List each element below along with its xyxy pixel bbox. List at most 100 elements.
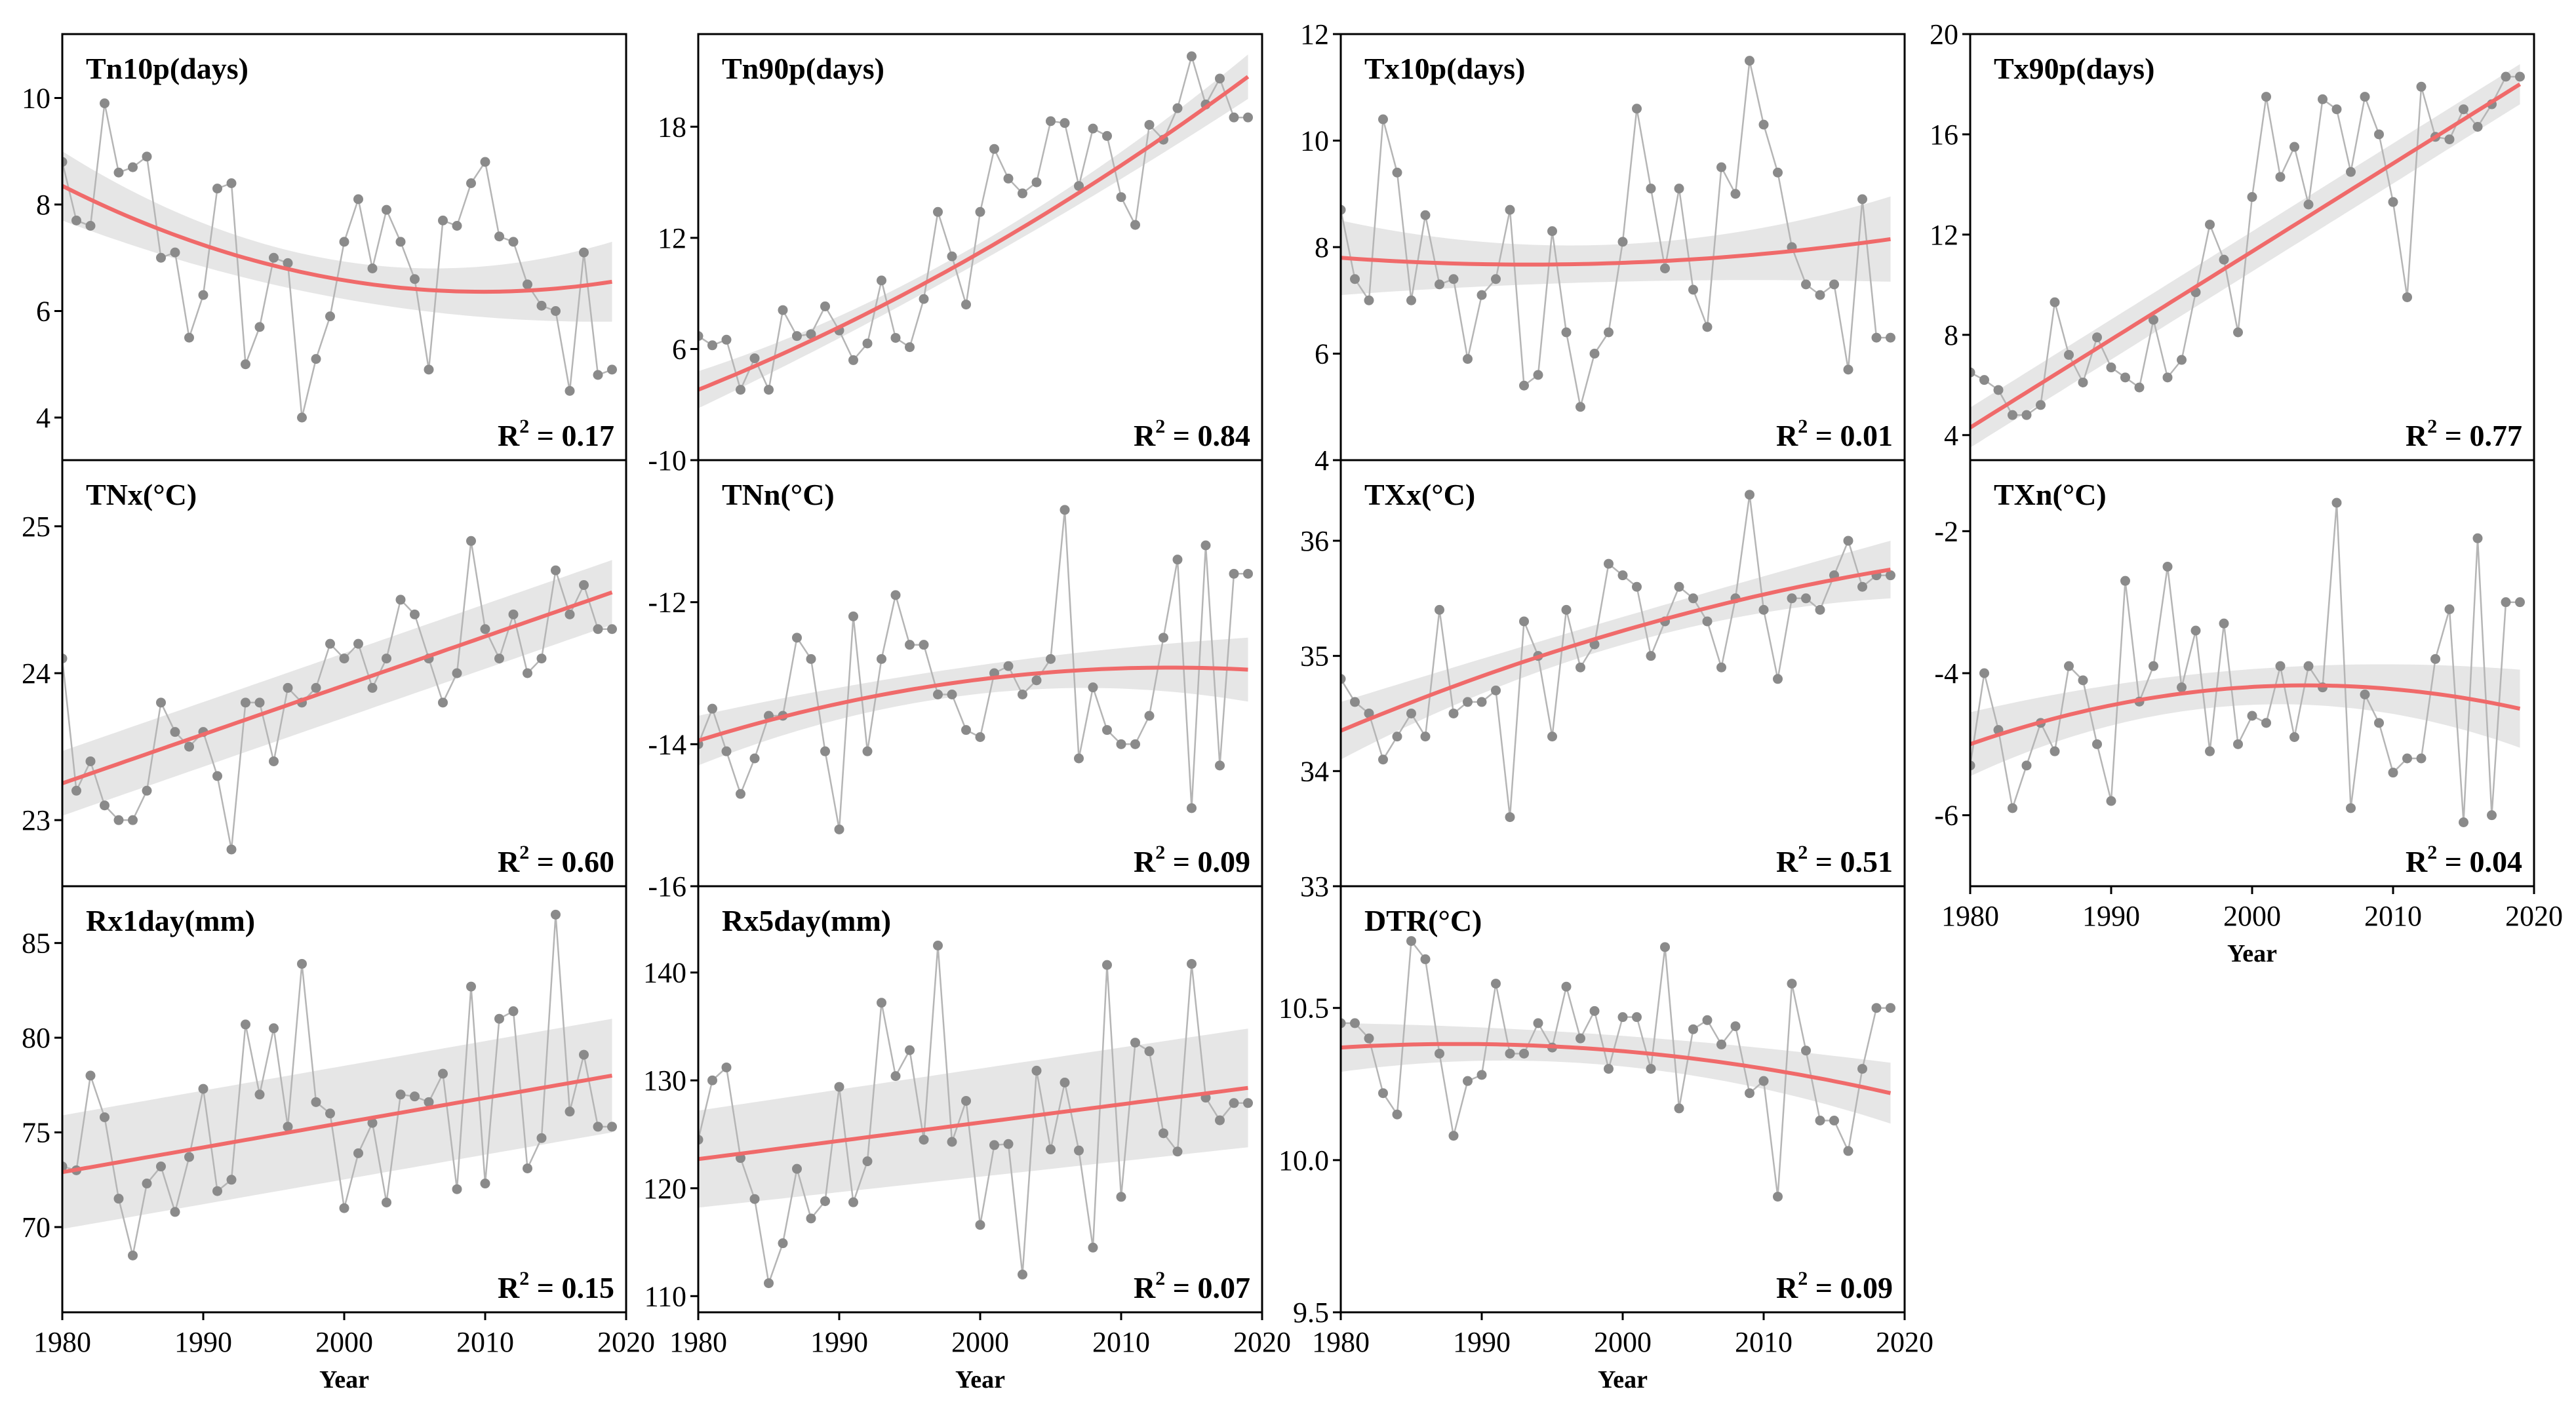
plot-area <box>1970 64 2525 448</box>
data-point <box>1589 1006 1600 1016</box>
data-point <box>353 194 363 205</box>
data-point <box>1617 237 1628 247</box>
data-point <box>1547 732 1557 742</box>
data-point <box>792 633 802 643</box>
data-point <box>452 221 462 231</box>
data-point <box>128 815 138 825</box>
x-axis-label: Year <box>319 1366 369 1394</box>
r2-label: R2 = 0.04 <box>2406 842 2522 878</box>
confidence-band <box>1341 196 1891 296</box>
x-tick-label: 2000 <box>1594 1326 1652 1358</box>
data-point <box>480 1179 490 1189</box>
trend-line <box>1970 82 2522 429</box>
data-point <box>1060 118 1070 128</box>
trend-line <box>1341 567 1892 733</box>
data-point <box>593 370 603 380</box>
data-point <box>452 1184 462 1194</box>
data-point <box>2050 746 2060 756</box>
data-point <box>2289 142 2299 152</box>
confidence-band <box>1341 1023 1891 1124</box>
trend-line <box>62 1073 613 1175</box>
data-point <box>1364 295 1374 305</box>
data-point <box>1716 1039 1726 1049</box>
data-point <box>85 1070 96 1081</box>
data-point <box>1074 181 1084 191</box>
data-point <box>862 1156 873 1167</box>
data-point <box>1787 593 1797 604</box>
data-point <box>85 756 96 766</box>
x-axis-label: Year <box>1598 1366 1648 1394</box>
data-point <box>367 264 378 273</box>
data-point <box>494 654 504 664</box>
data-point <box>721 334 732 345</box>
panel-rx1day: 70 75 80 85 Rx1day(mm) R2 = 0.15 1980 1990 2000 2… <box>22 885 655 1394</box>
data-point <box>2078 377 2088 387</box>
y-tick-label: 85 <box>22 928 50 960</box>
data-point <box>1674 1103 1684 1114</box>
data-point <box>283 258 293 268</box>
data-point <box>113 1194 124 1204</box>
data-point <box>2360 690 2370 699</box>
y-tick-label: 140 <box>643 957 686 989</box>
data-point <box>593 1122 603 1132</box>
data-point <box>1229 1098 1239 1108</box>
data-point <box>820 746 830 756</box>
data-point <box>593 624 603 635</box>
trend-line <box>62 184 612 294</box>
data-point <box>1392 1109 1402 1120</box>
r2-label: R2 = 0.09 <box>1134 842 1250 878</box>
data-point <box>62 1162 68 1172</box>
data-point <box>508 609 519 619</box>
y-tick-label: 10 <box>1300 125 1329 157</box>
data-point <box>1341 674 1346 684</box>
x-tick-label: 1990 <box>2082 900 2140 932</box>
data-point <box>2247 192 2257 203</box>
data-point <box>1505 1048 1515 1059</box>
x-tick-label: 2010 <box>1092 1326 1150 1358</box>
data-point <box>1463 1076 1473 1086</box>
data-point <box>1378 754 1388 765</box>
data-point <box>862 338 873 349</box>
data-point <box>226 178 237 188</box>
data-point <box>1476 1070 1487 1080</box>
data-point <box>933 690 943 699</box>
data-point <box>736 385 745 395</box>
data-point <box>721 746 732 756</box>
data-point <box>1575 1033 1585 1044</box>
data-point <box>1688 593 1698 604</box>
series-line <box>698 509 1248 830</box>
data-point <box>1420 954 1431 964</box>
data-point <box>2064 349 2074 360</box>
data-point <box>1632 581 1642 592</box>
x-tick-label: 2020 <box>1233 1326 1291 1358</box>
data-point <box>975 206 985 217</box>
data-point <box>1745 56 1754 66</box>
data-point <box>1102 960 1112 970</box>
data-point <box>1970 367 1975 378</box>
data-point <box>1871 332 1882 343</box>
x-tick-label: 1990 <box>810 1326 868 1358</box>
data-point <box>2021 760 2032 771</box>
data-point <box>2149 661 2158 671</box>
data-point <box>1364 708 1374 718</box>
data-point <box>2416 753 2427 764</box>
plot-area <box>62 98 617 423</box>
data-point <box>198 1084 208 1094</box>
data-point <box>508 237 519 247</box>
data-point <box>1829 279 1839 290</box>
data-point <box>1229 568 1239 579</box>
data-point <box>1519 616 1529 627</box>
y-tick-label: 24 <box>22 657 50 690</box>
data-point <box>1448 708 1459 718</box>
y-tick-label: 130 <box>643 1065 686 1097</box>
data-point <box>1420 210 1431 220</box>
trend-line <box>1341 237 1891 267</box>
data-point <box>2501 71 2511 82</box>
data-point <box>1505 205 1515 215</box>
data-point <box>1491 274 1501 284</box>
data-point <box>607 364 617 375</box>
data-point <box>128 162 138 172</box>
data-point <box>254 697 265 708</box>
data-point <box>1031 675 1042 686</box>
data-point <box>283 682 293 693</box>
